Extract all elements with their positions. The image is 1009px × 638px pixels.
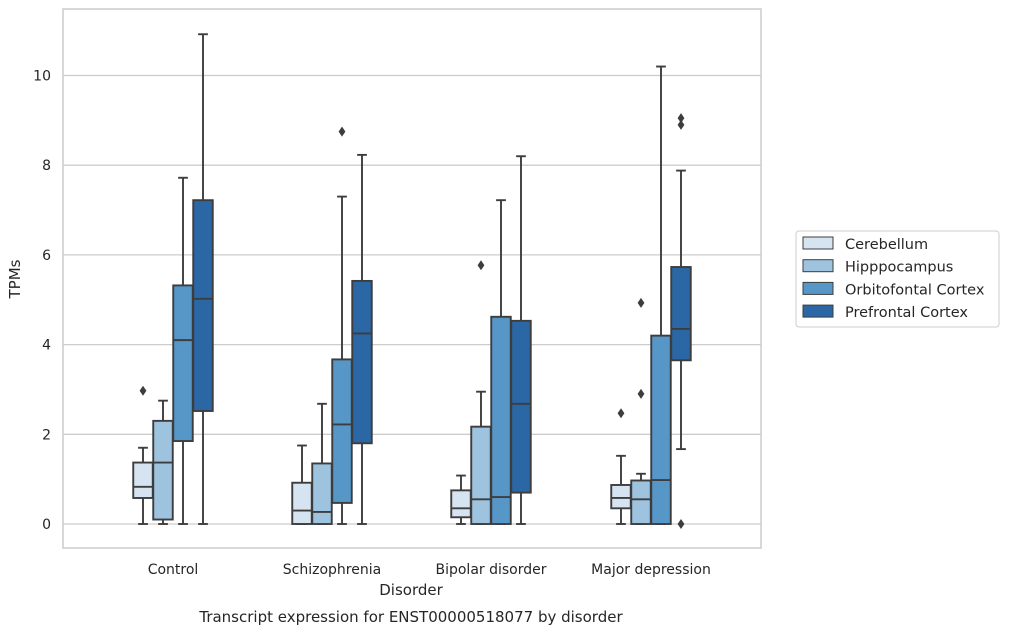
x-tick-label: Schizophrenia (283, 562, 381, 578)
y-tick-label: 2 (42, 427, 51, 443)
plot-frame (62, 8, 762, 549)
outlier-point (617, 408, 625, 419)
box-body (152, 419, 174, 521)
box-body (291, 481, 313, 525)
x-axis-label: Disorder (379, 581, 443, 599)
box-2-1 (331, 126, 353, 525)
legend-label: Hipppocampus (845, 260, 953, 276)
box-body (470, 425, 492, 525)
outlier-point (677, 113, 685, 124)
x-tick-label: Bipolar disorder (435, 562, 546, 578)
legend-swatch (802, 304, 834, 318)
x-tick-label: Major depression (591, 562, 711, 578)
outlier-point (637, 388, 645, 399)
box-1-1 (311, 402, 333, 525)
box-3-2 (510, 155, 532, 525)
box-body (610, 484, 632, 510)
x-tick-label: Control (148, 562, 199, 578)
legend-label: Cerebellum (845, 237, 928, 253)
y-tick-label: 0 (42, 517, 51, 533)
y-tick-label: 6 (42, 248, 51, 264)
legend-swatch (802, 236, 834, 250)
outlier-point (637, 297, 645, 308)
y-tick-label: 10 (33, 69, 51, 85)
legend: Cerebellum Hipppocampus Orbitofontal Corte… (795, 230, 1000, 328)
boxes (132, 33, 692, 529)
box-3-0 (192, 33, 214, 525)
chart-caption: Transcript expression for ENST0000051807… (198, 608, 623, 626)
box-body (510, 319, 532, 494)
box-body (630, 479, 652, 525)
box-body (311, 462, 333, 525)
box-1-3 (630, 297, 652, 525)
box-body (450, 489, 472, 519)
legend-swatch (802, 259, 834, 273)
box-body (331, 358, 353, 504)
y-tick-label: 4 (42, 338, 51, 354)
legend-frame (795, 230, 1000, 328)
y-axis-label: TPMs (6, 259, 24, 299)
box-2-3 (650, 65, 672, 525)
box-0-0 (132, 385, 154, 525)
box-0-3 (610, 408, 632, 525)
box-body (490, 315, 512, 525)
y-axis-ticks: 0 2 4 6 8 10 (33, 69, 51, 534)
box-body (192, 199, 214, 412)
box-0-1 (291, 444, 313, 525)
box-3-1 (351, 153, 373, 525)
legend-label: Orbitofontal Cortex (845, 282, 985, 298)
box-1-0 (152, 399, 174, 525)
box-body (650, 334, 672, 525)
outlier-point (477, 260, 485, 271)
y-tick-label: 8 (42, 158, 51, 174)
outlier-point (677, 519, 685, 529)
box-2-2 (490, 199, 512, 525)
outlier-point (677, 119, 685, 130)
box-2-0 (172, 176, 194, 525)
box-0-2 (450, 474, 472, 525)
outlier-point (139, 385, 147, 396)
legend-swatch (802, 281, 834, 295)
outlier-point (338, 126, 346, 137)
box-body (172, 284, 194, 442)
box-1-2 (470, 260, 492, 525)
x-axis-ticks: Control Schizophrenia Bipolar disorder Majo… (148, 562, 711, 578)
box-3-3 (670, 113, 692, 529)
box-body (132, 461, 154, 499)
box-body (351, 279, 373, 445)
legend-label: Prefrontal Cortex (845, 305, 968, 321)
box-body (670, 266, 692, 362)
